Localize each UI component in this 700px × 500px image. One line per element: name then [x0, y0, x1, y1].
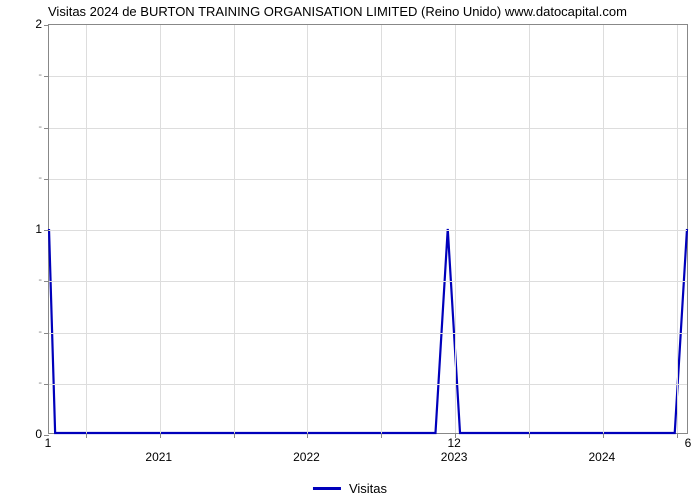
gridline-v — [529, 25, 530, 433]
gridline-v — [603, 25, 604, 433]
x-year-label: 2022 — [293, 450, 320, 464]
y-tick — [44, 25, 49, 26]
y-axis-label: 0 — [2, 427, 42, 441]
x-tick — [86, 433, 87, 438]
y-minor-tick — [44, 333, 48, 334]
y-minor-tick — [44, 179, 48, 180]
gridline-h — [49, 384, 687, 385]
legend: Visitas — [313, 481, 387, 496]
x-year-label: 2024 — [588, 450, 615, 464]
y-minor-label: - — [2, 121, 42, 133]
visitas-line — [49, 229, 687, 433]
x-mid-label: 12 — [447, 436, 460, 450]
gridline-v — [307, 25, 308, 433]
x-tick — [234, 433, 235, 438]
y-minor-label: - — [2, 326, 42, 338]
gridline-h — [49, 281, 687, 282]
gridline-v — [160, 25, 161, 433]
x-corner-right: 6 — [685, 436, 692, 450]
y-minor-label: - — [2, 69, 42, 81]
plot-area — [48, 24, 688, 434]
line-series — [49, 25, 687, 433]
chart-container: Visitas 2024 de BURTON TRAINING ORGANISA… — [0, 0, 700, 500]
y-minor-label: - — [2, 172, 42, 184]
y-tick — [44, 230, 49, 231]
x-tick — [529, 433, 530, 438]
gridline-h — [49, 128, 687, 129]
gridline-h — [49, 333, 687, 334]
y-minor-label: - — [2, 274, 42, 286]
gridline-h — [49, 230, 687, 231]
y-axis-label: 2 — [2, 17, 42, 31]
gridline-v — [381, 25, 382, 433]
y-minor-tick — [44, 384, 48, 385]
gridline-v — [677, 25, 678, 433]
x-year-label: 2021 — [145, 450, 172, 464]
x-tick — [381, 433, 382, 438]
x-corner-left: 1 — [45, 436, 52, 450]
legend-swatch — [313, 487, 341, 490]
x-year-label: 2023 — [441, 450, 468, 464]
gridline-v — [455, 25, 456, 433]
y-minor-tick — [44, 128, 48, 129]
gridline-h — [49, 179, 687, 180]
x-tick — [160, 433, 161, 438]
y-minor-tick — [44, 76, 48, 77]
gridline-h — [49, 76, 687, 77]
x-tick — [307, 433, 308, 438]
y-minor-label: - — [2, 377, 42, 389]
gridline-v — [234, 25, 235, 433]
y-axis-label: 1 — [2, 222, 42, 236]
chart-title: Visitas 2024 de BURTON TRAINING ORGANISA… — [48, 4, 627, 19]
x-tick — [677, 433, 678, 438]
y-minor-tick — [44, 281, 48, 282]
legend-label: Visitas — [349, 481, 387, 496]
x-tick — [603, 433, 604, 438]
gridline-v — [86, 25, 87, 433]
